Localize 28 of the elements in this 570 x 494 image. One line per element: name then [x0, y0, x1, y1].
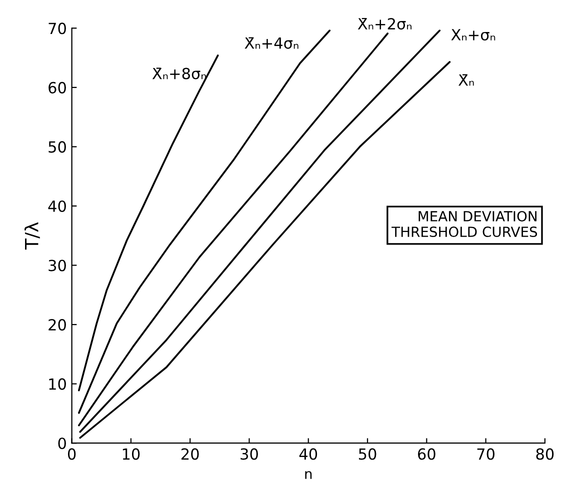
y-tick-label: 40 [48, 200, 66, 212]
y-tick-label: 60 [48, 82, 66, 94]
y-tick-label: 10 [49, 378, 66, 390]
series-label: Xₙ+σₙ [451, 29, 496, 41]
y-axis-title: T/λ [24, 222, 40, 250]
x-tick-label: 0 [68, 448, 76, 460]
x-tick-label: 20 [181, 448, 199, 460]
y-tick-label: 70 [48, 22, 66, 34]
x-tick-label: 30 [240, 448, 258, 460]
series-label: X̄ₙ+2σₙ [358, 18, 412, 30]
line-series [78, 54, 219, 392]
y-tick-label: 30 [48, 260, 66, 272]
series-label: X̄ₙ+4σₙ [244, 37, 298, 49]
x-tick-label: 50 [358, 448, 376, 460]
x-tick-label: 80 [536, 448, 554, 460]
line-series [78, 30, 331, 414]
series-label: X̄ₙ+8σₙ [152, 68, 206, 80]
line-series [78, 32, 389, 426]
annotation: MEAN DEVIATION THRESHOLD CURVES [392, 210, 538, 238]
x-tick-label: 10 [122, 448, 140, 460]
series-label: X̄ₙ [458, 74, 474, 86]
y-tick-label: 20 [48, 319, 66, 331]
x-axis-title: n [305, 471, 312, 479]
x-tick-label: 60 [418, 448, 436, 460]
x-tick-label: 40 [299, 448, 318, 460]
y-tick-label: 50 [48, 141, 66, 153]
y-tick-label: 0 [58, 438, 66, 450]
x-tick-label: 70 [477, 448, 494, 460]
